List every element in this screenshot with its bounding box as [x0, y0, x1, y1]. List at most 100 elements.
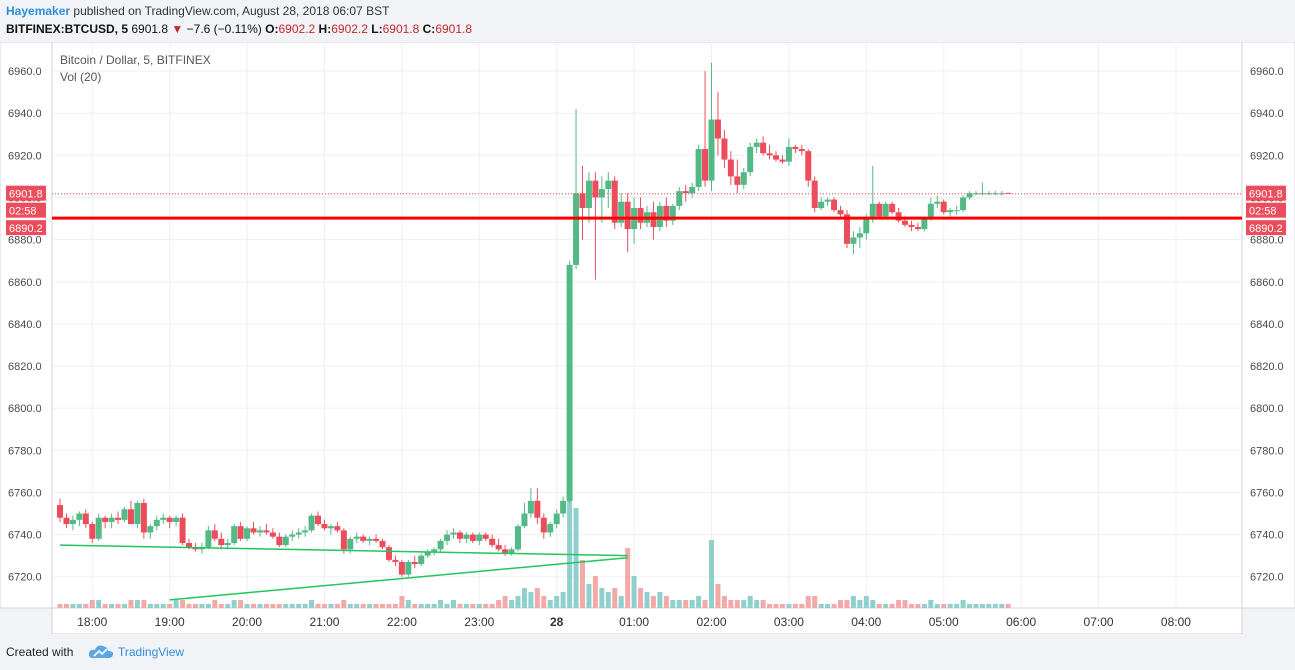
- volume-bar: [1005, 604, 1011, 608]
- price-chart[interactable]: 6720.0 6720.0 6740.0 6740.0 6760.0 6760.0 6780…: [0, 42, 1295, 634]
- volume-bar: [567, 468, 573, 608]
- y-tick-label: 6800.0: [1250, 403, 1284, 415]
- candle-body: [321, 524, 328, 529]
- candle-body: [340, 530, 347, 550]
- candle-body: [166, 517, 173, 522]
- candle-body: [663, 205, 670, 221]
- candle-body: [560, 500, 567, 514]
- x-tick-label: 08:00: [1161, 615, 1191, 629]
- volume-bar: [625, 548, 631, 608]
- candle-body: [289, 534, 296, 537]
- high-label: H:: [318, 22, 332, 36]
- volume-bar: [605, 592, 611, 608]
- candle-body: [824, 199, 831, 202]
- candle-body: [302, 530, 309, 533]
- candle-body: [315, 515, 322, 525]
- candle-body: [134, 502, 141, 525]
- volume-bar: [760, 600, 766, 608]
- volume-bar: [786, 604, 792, 608]
- publish-info: published on TradingView.com, August 28,…: [73, 4, 390, 18]
- volume-bar: [502, 596, 508, 608]
- candle-body: [495, 545, 502, 550]
- candle-body: [250, 528, 257, 533]
- candle-body: [282, 536, 289, 546]
- left-level-price-tag-bg: [6, 220, 46, 236]
- candle-body: [837, 210, 844, 215]
- volume-bar: [747, 596, 753, 608]
- candle-body: [843, 214, 850, 244]
- x-tick-label: 23:00: [464, 615, 494, 629]
- volume-bar: [947, 604, 953, 608]
- volume-bar: [63, 604, 69, 608]
- candle-body: [953, 210, 960, 212]
- candle-body: [147, 526, 154, 533]
- candle-body: [256, 530, 263, 533]
- volume-bar: [973, 604, 979, 608]
- candle-body: [437, 540, 444, 550]
- volume-bar: [547, 600, 553, 608]
- price-change: −7.6 (−0.11%): [186, 22, 262, 36]
- volume-bar: [347, 604, 353, 608]
- volume-bar: [496, 600, 502, 608]
- volume-bar: [425, 604, 431, 608]
- volume-bar: [644, 592, 650, 608]
- volume-bar: [902, 600, 908, 608]
- volume-bar: [341, 600, 347, 608]
- candle-body: [76, 513, 83, 520]
- y-tick-labels: 6720.0 6720.0 6740.0 6740.0 6760.0 6760.0 6780…: [8, 66, 1284, 584]
- x-tick-label: 05:00: [929, 615, 959, 629]
- volume-bar: [799, 604, 805, 608]
- volume-bar: [509, 600, 515, 608]
- y-tick-label: 6740.0: [8, 530, 42, 542]
- ohlc-line: BITFINEX:BTCUSD, 5 6901.8 ▼ −7.6 (−0.11%…: [6, 22, 472, 36]
- candle-body: [1005, 192, 1012, 194]
- left-countdown-tag-bg: [6, 202, 46, 218]
- candle-body: [398, 561, 405, 575]
- candle-body: [998, 193, 1005, 195]
- volume-bar: [986, 604, 992, 608]
- author-link[interactable]: Hayemaker: [6, 4, 71, 18]
- time-axis[interactable]: [51, 607, 1243, 634]
- candle-body: [940, 201, 947, 213]
- candle-body: [676, 191, 683, 206]
- candle-body: [714, 119, 721, 139]
- candle-body: [863, 218, 870, 234]
- candle-body: [444, 534, 451, 541]
- right-price-axis[interactable]: [1241, 42, 1295, 609]
- candle-body: [540, 517, 547, 533]
- left-last-price-tag: 6901.8: [9, 189, 43, 201]
- left-price-axis[interactable]: [0, 42, 53, 609]
- candle-body: [373, 538, 380, 541]
- y-tick-label: 6860.0: [1250, 277, 1284, 289]
- tradingview-brand-link[interactable]: TradingView: [118, 645, 185, 659]
- candle-body: [502, 549, 509, 554]
- volume-bar: [857, 600, 863, 608]
- close-label: C:: [422, 22, 436, 36]
- candle-body: [902, 220, 909, 225]
- plot-area[interactable]: [51, 42, 1243, 609]
- volume-bar: [96, 600, 102, 608]
- y-tick-label: 6940.0: [8, 108, 42, 120]
- volume-bar: [83, 604, 89, 608]
- volume-bar: [560, 592, 566, 608]
- volume-bar: [315, 604, 321, 608]
- volume-bar: [489, 604, 495, 608]
- open-value: 6902.2: [278, 22, 316, 36]
- x-tick-label: 04:00: [851, 615, 881, 629]
- volume-bar: [354, 604, 360, 608]
- candle-body: [244, 528, 251, 539]
- x-tick-label: 28: [550, 615, 564, 629]
- candle-body: [934, 201, 941, 204]
- volume-bar: [160, 604, 166, 608]
- x-tick-labels: 18:00 19:00 20:00 21:00 22:00 23:00 28 01:00 02:…: [77, 615, 1191, 629]
- y-tick-label: 6740.0: [1250, 530, 1284, 542]
- volume-bar: [979, 604, 985, 608]
- left-last-price-tag-bg: [6, 185, 46, 201]
- x-tick-label: 20:00: [232, 615, 262, 629]
- volume-bar: [812, 596, 818, 608]
- volume-bar: [418, 604, 424, 608]
- volume-bar: [173, 600, 179, 608]
- candle-body: [95, 517, 102, 539]
- candle-body: [186, 543, 193, 548]
- candle-body: [637, 208, 644, 223]
